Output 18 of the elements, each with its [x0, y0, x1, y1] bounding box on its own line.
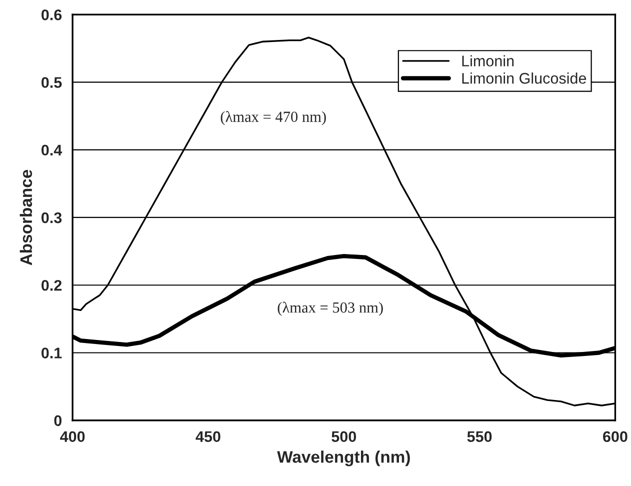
legend-label: Limonin Glucoside	[462, 72, 586, 84]
y-tick-label: 0.3	[42, 212, 62, 224]
x-tick-label: 550	[467, 431, 492, 442]
y-tick-label: 0.2	[42, 280, 62, 291]
annotation: (λmax = 470 nm)	[220, 111, 326, 126]
x-tick-label: 400	[60, 431, 85, 442]
legend-label: Limonin	[462, 55, 514, 66]
x-tick-label: 500	[332, 431, 356, 442]
y-tick-label: 0.5	[42, 77, 62, 88]
x-tick-label: 600	[603, 431, 628, 442]
annotation: (λmax = 503 nm)	[278, 302, 383, 316]
x-axis-title: Wavelength (nm)	[277, 450, 410, 466]
y-tick-label: 0	[54, 415, 62, 426]
x-tick-label: 450	[196, 431, 220, 442]
y-tick-label: 0.1	[42, 348, 62, 358]
y-axis-title: Absorbance	[20, 170, 32, 266]
y-tick-label: 0.6	[42, 9, 62, 20]
y-tick-label: 0.4	[42, 144, 62, 156]
